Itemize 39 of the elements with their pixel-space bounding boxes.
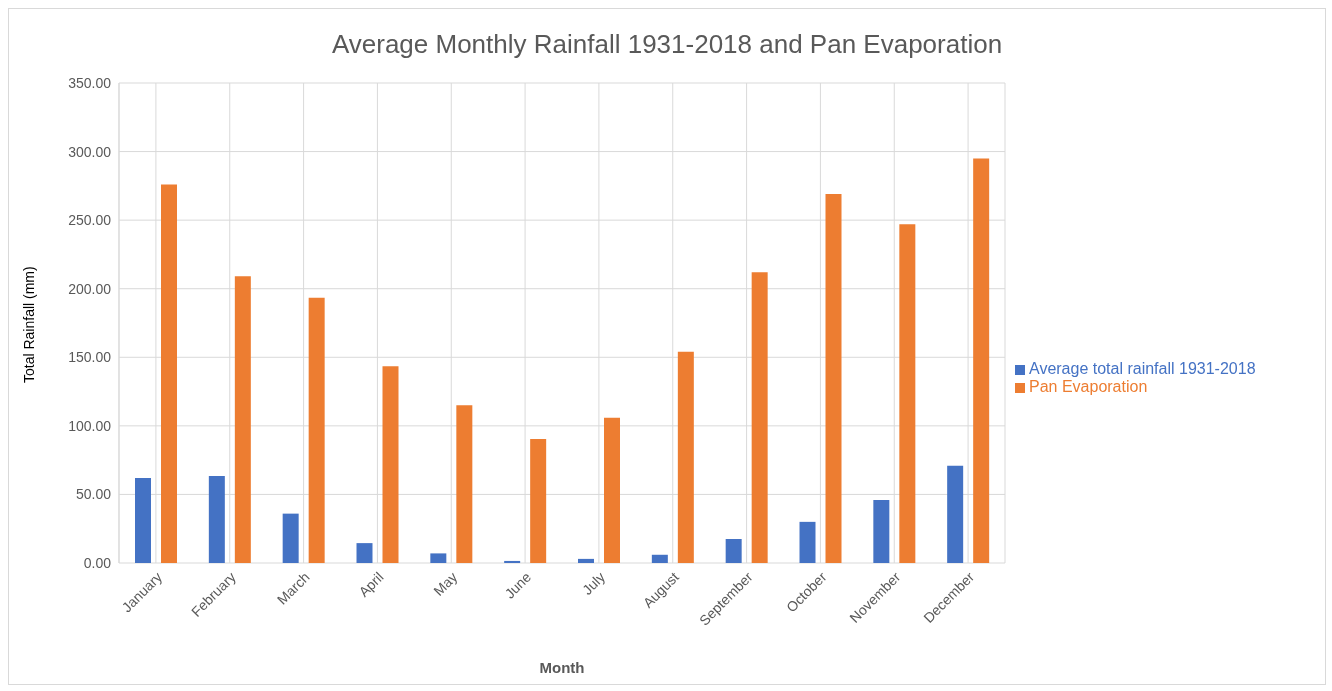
bar xyxy=(282,513,299,563)
bar xyxy=(530,438,547,563)
bar xyxy=(234,276,251,563)
legend-label: Pan Evaporation xyxy=(1029,378,1148,395)
y-tick-label: 250.00 xyxy=(68,212,112,229)
y-tick-label: 50.00 xyxy=(75,486,112,503)
bar xyxy=(456,405,473,563)
legend-label: Average total rainfall 1931-2018 xyxy=(1029,360,1256,377)
bar xyxy=(578,558,594,563)
bar xyxy=(135,477,151,563)
x-tick-label: May xyxy=(430,568,461,599)
y-axis-title: Total Rainfall (mm) xyxy=(20,266,37,383)
bar xyxy=(947,465,964,563)
bar xyxy=(604,417,620,563)
bar xyxy=(382,366,399,563)
bar xyxy=(751,272,768,563)
bar xyxy=(899,224,916,563)
bar xyxy=(356,543,373,563)
x-axis-title: Month xyxy=(539,659,585,676)
bar xyxy=(973,158,990,563)
bar xyxy=(677,351,694,563)
chart-title: Average Monthly Rainfall 1931-2018 and Pan Evaporation xyxy=(330,28,1004,61)
bar xyxy=(161,184,177,563)
y-tick-label: 0.00 xyxy=(83,554,112,571)
bar xyxy=(504,560,521,563)
y-tick-label: 200.00 xyxy=(68,280,112,297)
bar xyxy=(430,553,447,563)
bar xyxy=(725,539,742,563)
bar xyxy=(799,521,816,563)
y-tick-label: 150.00 xyxy=(68,349,112,366)
bar xyxy=(308,297,325,563)
y-tick-label: 350.00 xyxy=(68,74,112,91)
y-tick-label: 300.00 xyxy=(68,143,112,160)
bar xyxy=(825,194,842,563)
x-tick-label: July xyxy=(579,568,609,598)
bar xyxy=(651,554,668,563)
bar xyxy=(208,475,225,563)
y-tick-label: 100.00 xyxy=(68,417,112,434)
bar xyxy=(873,499,890,563)
